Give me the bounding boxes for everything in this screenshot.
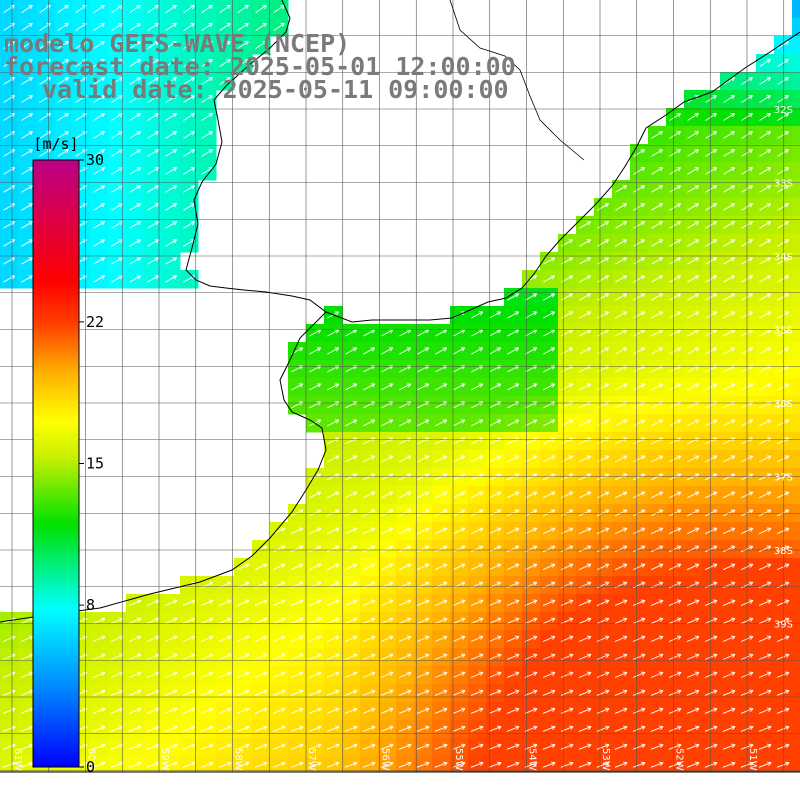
colorbar-unit: [m/s] [33, 135, 78, 153]
colorbar-tick-label: 8 [86, 596, 95, 614]
lon-label: 57W [306, 748, 317, 771]
lon-label: 56W [380, 748, 391, 771]
lat-label: 35S [774, 326, 793, 337]
lon-label: 59W [159, 748, 170, 771]
colorbar-gradient [33, 160, 79, 767]
lat-label: 39S [774, 620, 793, 631]
lon-label: 55W [453, 748, 464, 771]
colorbar-tick-label: 30 [86, 151, 104, 169]
colorbar-tick-label: 15 [86, 455, 104, 473]
lon-label: 61W [12, 748, 23, 771]
lat-label: 33S [774, 179, 793, 190]
lat-label: 32S [774, 105, 793, 116]
lon-label: 51W [747, 748, 758, 771]
lon-label: 58W [233, 748, 244, 771]
valid-date: valid date: 2025-05-11 09:00:00 [42, 77, 509, 102]
colorbar-tick-label: 0 [86, 758, 95, 776]
lon-label: 52W [674, 748, 685, 771]
lat-label: 37S [774, 473, 793, 484]
lon-label: 54W [527, 748, 538, 771]
lat-label: 34S [774, 252, 793, 263]
lat-label: 36S [774, 399, 793, 410]
colorbar-tick-label: 22 [86, 313, 104, 331]
lon-label: 53W [600, 748, 611, 771]
lat-label: 38S [774, 546, 793, 557]
